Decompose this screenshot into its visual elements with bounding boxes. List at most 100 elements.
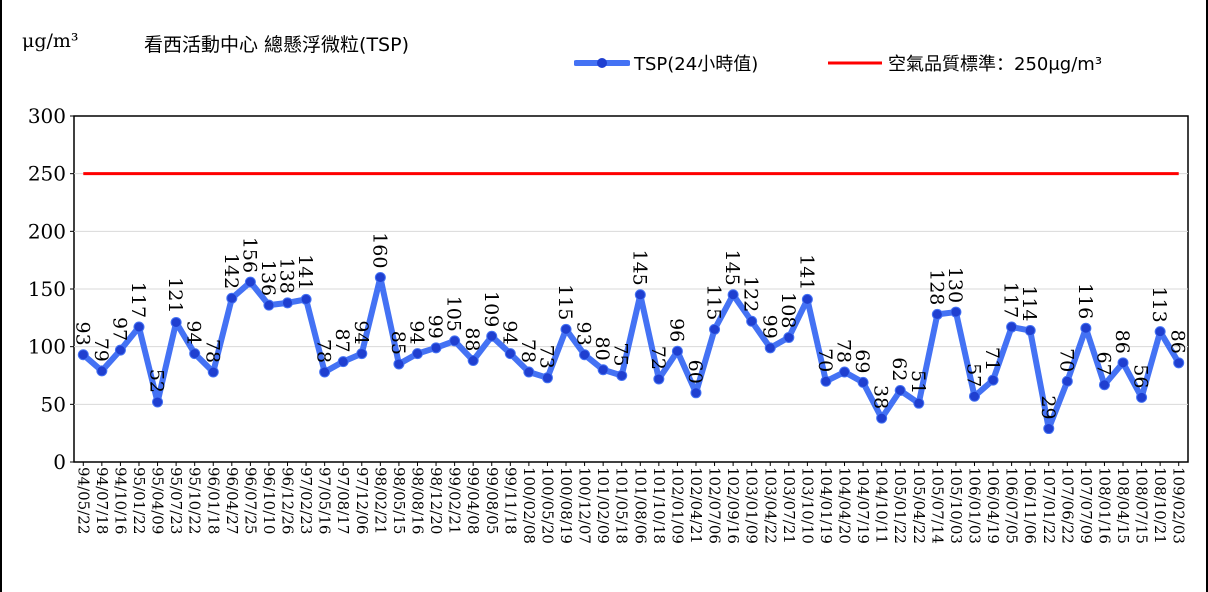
legend-tsp-label: TSP(24小時值) [634,54,759,75]
x-tick-label: 99/04/08 [464,467,482,534]
x-tick-label: 97/12/06 [353,467,371,534]
x-tick-label: 103/10/10 [798,467,816,544]
legend-standard-swatch [828,61,882,65]
tsp-data-label: 114 [1018,285,1040,321]
tsp-data-label: 29 [1037,395,1059,419]
tsp-data-label: 109 [480,291,502,327]
tsp-data-label: 116 [1074,283,1096,319]
tsp-data-point [671,345,683,357]
tsp-data-point [133,321,145,333]
tsp-data-label: 70 [1055,348,1077,372]
tsp-data-point [504,348,516,360]
tsp-data-point [467,355,479,367]
tsp-data-label: 67 [1092,352,1114,376]
legend-tsp-swatch [574,58,630,68]
tsp-data-label: 145 [721,250,743,286]
tsp-data-point [337,356,349,368]
tsp-data-label: 80 [591,337,613,361]
y-unit-label: μg/m³ [22,30,79,52]
x-tick-label: 101/08/06 [631,467,649,544]
tsp-data-label: 142 [220,253,242,289]
tsp-data-point [1043,423,1055,435]
tsp-data-label: 94 [350,320,372,344]
tsp-data-label: 105 [443,296,465,332]
tsp-data-label: 130 [944,267,966,303]
tsp-data-point [1173,357,1185,369]
tsp-data-point [1024,325,1036,337]
x-tick-label: 103/07/21 [780,467,798,544]
tsp-data-point [374,271,386,283]
y-tick-label: 300 [28,104,66,128]
tsp-data-label: 93 [573,322,595,346]
tsp-data-label: 94 [498,320,520,344]
tsp-data-point [77,349,89,361]
tsp-data-label: 87 [331,328,353,352]
tsp-data-point [393,358,405,370]
tsp-data-label: 117 [127,282,149,318]
x-tick-label: 102/01/09 [668,467,686,544]
x-tick-label: 106/01/03 [965,467,983,544]
x-tick-label: 98/12/20 [427,467,445,534]
tsp-data-point [894,384,906,396]
x-tick-label: 107/01/22 [1040,467,1058,544]
tsp-data-point [746,315,758,327]
x-tick-label: 96/04/27 [223,467,241,534]
x-tick-label: 105/10/03 [947,467,965,544]
tsp-data-label: 108 [777,292,799,328]
tsp-data-label: 86 [1167,330,1189,354]
tsp-data-label: 71 [981,347,1003,371]
tsp-data-label: 160 [368,232,390,268]
tsp-data-label: 113 [1148,286,1170,322]
x-tick-label: 100/12/07 [576,467,594,544]
x-tick-label: 99/08/05 [483,467,501,534]
x-tick-label: 97/02/23 [297,467,315,534]
x-tick-label: 96/07/25 [241,467,259,534]
tsp-data-point [987,374,999,386]
x-tick-label: 99/11/18 [501,467,519,534]
x-tick-label: 104/01/19 [817,467,835,544]
legend-item-standard: 空氣品質標準：250μg/m³ [826,50,1102,76]
tsp-data-point [411,348,423,360]
tsp-data-label: 60 [684,360,706,384]
tsp-data-label: 141 [795,254,817,290]
tsp-data-point [820,375,832,387]
tsp-data-label: 94 [405,320,427,344]
x-tick-label: 102/04/21 [687,467,705,544]
tsp-data-point [207,366,219,378]
tsp-data-label: 136 [257,260,279,296]
x-tick-label: 98/08/16 [408,467,426,534]
tsp-data-label: 138 [276,258,298,294]
x-tick-label: 102/07/06 [706,467,724,544]
tsp-data-point [114,344,126,356]
tsp-data-label: 79 [90,338,112,362]
tsp-data-point [1080,322,1092,334]
tsp-data-label: 99 [424,315,446,339]
x-tick-label: 108/10/21 [1151,467,1169,544]
tsp-data-point [300,293,312,305]
tsp-data-label: 99 [758,315,780,339]
tsp-data-point [1136,391,1148,403]
tsp-data-label: 62 [888,357,910,381]
x-tick-label: 95/07/23 [167,467,185,534]
tsp-data-label: 85 [387,331,409,355]
tsp-data-point [1061,375,1073,387]
x-tick-label: 108/07/15 [1133,467,1151,544]
x-tick-label: 100/02/08 [520,467,538,544]
tsp-data-point [727,289,739,301]
tsp-data-point [709,323,721,335]
tsp-data-point [170,316,182,328]
x-tick-label: 102/09/16 [724,467,742,544]
tsp-data-label: 97 [108,317,130,341]
tsp-data-point [189,348,201,360]
tsp-data-label: 78 [201,339,223,363]
x-tick-label: 94/07/18 [93,467,111,534]
x-tick-label: 104/04/20 [836,467,854,544]
x-tick-label: 101/05/18 [613,467,631,544]
tsp-data-label: 156 [238,237,260,273]
x-tick-label: 109/02/03 [1170,467,1188,544]
x-tick-label: 107/07/09 [1077,467,1095,544]
tsp-data-point [356,348,368,360]
y-tick-label: 150 [28,277,66,301]
x-tick-label: 104/10/11 [873,467,891,544]
